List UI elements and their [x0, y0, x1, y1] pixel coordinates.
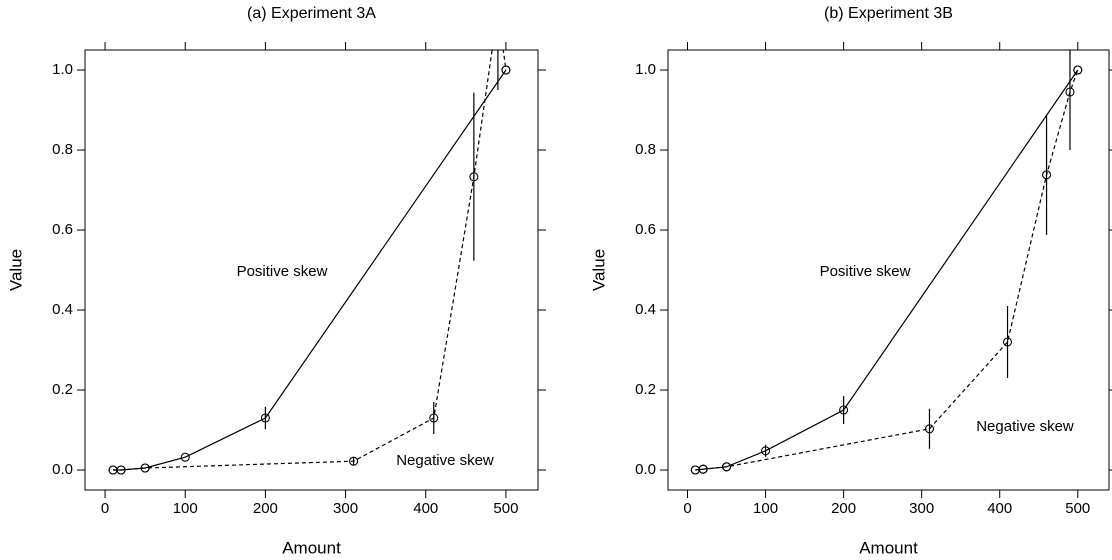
series-annotation: Negative skew	[976, 418, 1074, 435]
plot-area	[690, 50, 1083, 475]
data-point	[116, 465, 126, 475]
data-point	[924, 424, 935, 434]
y-tick-label: 0.6	[52, 221, 73, 238]
x-tick-label: 200	[831, 500, 856, 517]
x-tick-label: 300	[909, 500, 934, 517]
data-point	[180, 452, 190, 462]
x-tick-label: 0	[683, 500, 691, 517]
plot-frame	[84, 49, 539, 491]
data-point	[349, 456, 359, 466]
y-axis-label: Value	[589, 249, 608, 291]
series-annotation: Negative skew	[396, 452, 494, 469]
x-tick-label: 0	[101, 500, 109, 517]
series-annotation: Positive skew	[237, 263, 328, 280]
y-tick-label: 0.0	[52, 461, 73, 478]
x-tick-label: 100	[173, 500, 198, 517]
y-axis-label: Value	[6, 249, 25, 291]
y-tick-label: 1.0	[52, 61, 73, 78]
x-tick-label: 200	[253, 500, 278, 517]
data-point	[1065, 87, 1075, 97]
y-tick-label: 0.6	[635, 221, 656, 238]
data-point	[469, 172, 479, 182]
series-line	[695, 69, 1079, 471]
series-line	[695, 69, 1079, 471]
data-point	[761, 446, 771, 456]
data-point	[839, 405, 849, 415]
chart-title: (b) Experiment 3B	[824, 5, 953, 22]
data-point	[260, 413, 270, 423]
x-tick-label: 500	[493, 500, 518, 517]
data-point	[721, 462, 732, 472]
series-annotation: Positive skew	[820, 263, 911, 280]
y-tick-label: 0.0	[635, 461, 656, 478]
data-point	[494, 6, 502, 14]
plot-frame	[667, 49, 1110, 491]
y-tick-label: 0.2	[635, 381, 656, 398]
y-tick-label: 0.2	[52, 381, 73, 398]
y-tick-label: 0.4	[52, 301, 73, 318]
y-tick-label: 1.0	[635, 61, 656, 78]
y-tick-label: 0.8	[52, 141, 73, 158]
data-point	[1073, 65, 1083, 75]
data-point	[698, 464, 708, 474]
x-tick-label: 400	[987, 500, 1012, 517]
y-tick-label: 0.8	[635, 141, 656, 158]
x-axis-label: Amount	[282, 538, 341, 557]
chart-title: (a) Experiment 3A	[247, 5, 376, 22]
x-tick-label: 500	[1065, 500, 1090, 517]
data-point	[140, 463, 150, 473]
data-point	[1002, 337, 1013, 347]
data-point	[501, 65, 511, 75]
x-tick-label: 100	[753, 500, 778, 517]
x-tick-label: 300	[333, 500, 358, 517]
data-point	[1042, 170, 1052, 180]
x-tick-label: 400	[413, 500, 438, 517]
x-axis-label: Amount	[859, 538, 918, 557]
series-line	[113, 69, 507, 471]
plot-area	[108, 6, 511, 475]
y-tick-label: 0.4	[635, 301, 656, 318]
series-line	[113, 50, 507, 471]
data-point	[429, 413, 439, 423]
